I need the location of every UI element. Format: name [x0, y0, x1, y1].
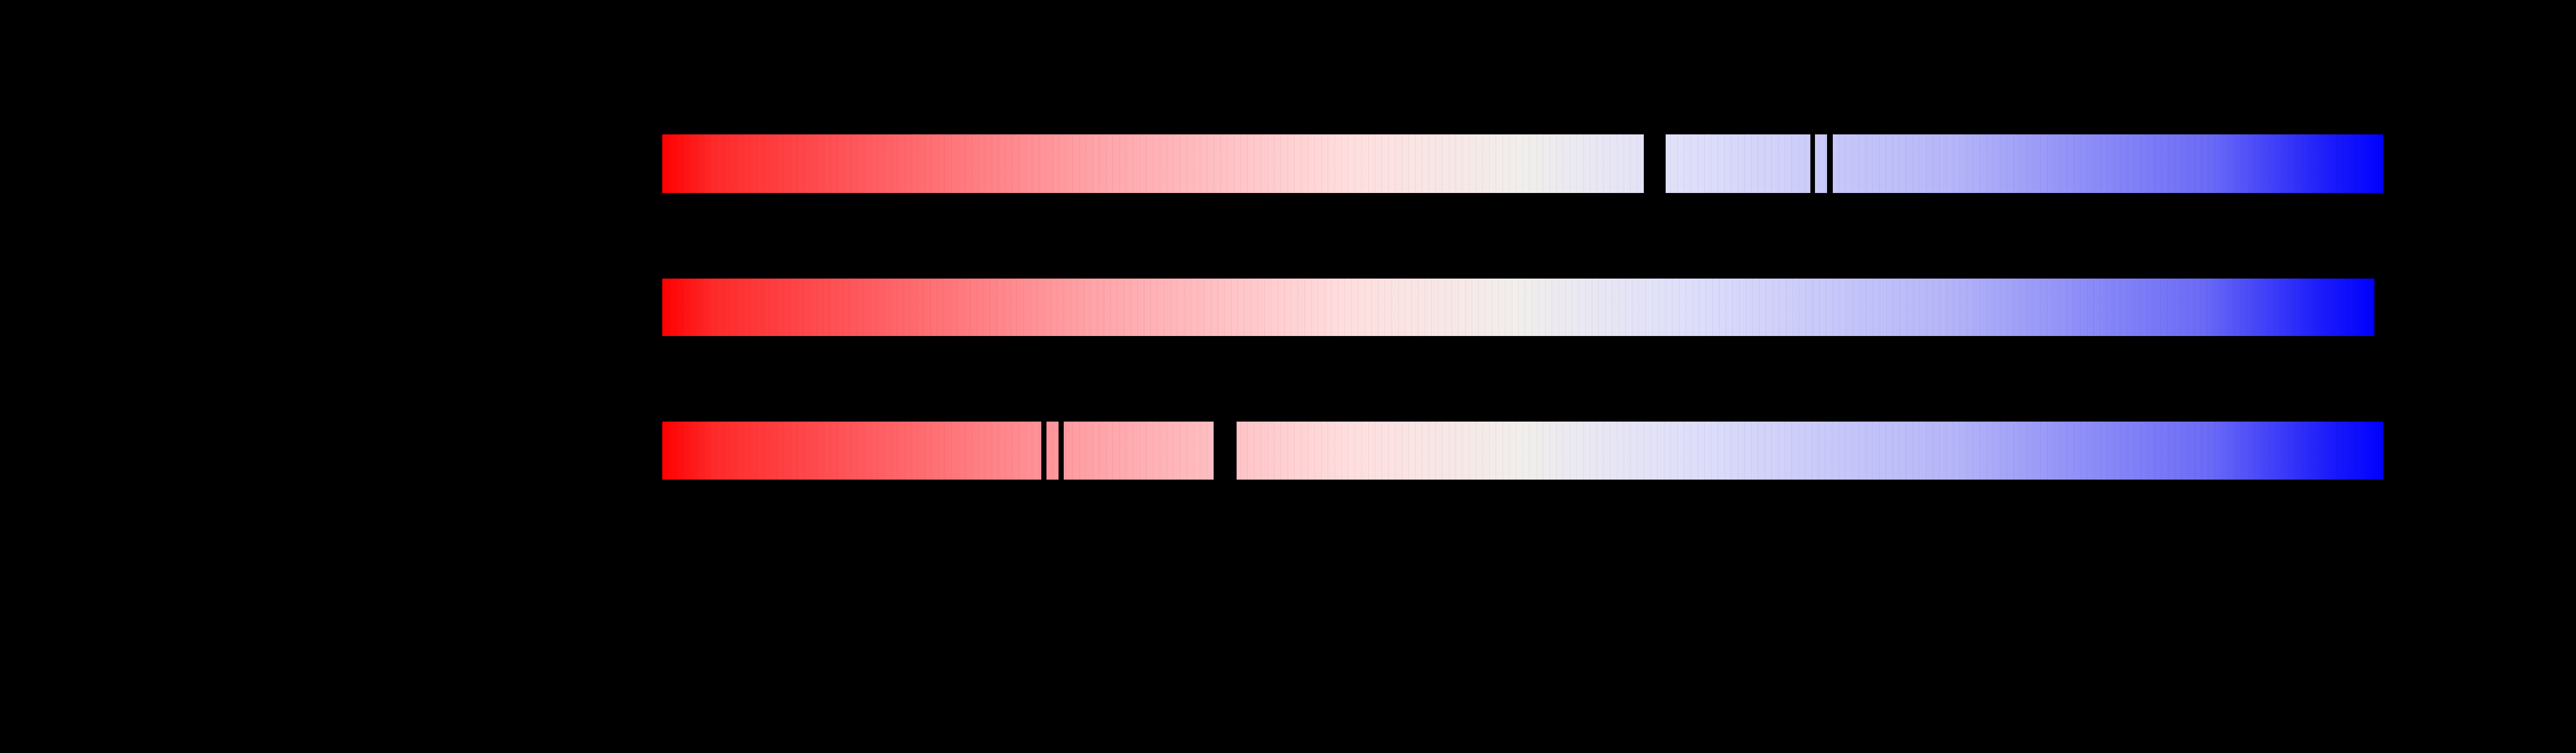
segment-seams-overlay [662, 279, 2374, 336]
segment-seams-overlay [662, 422, 2383, 480]
missing-segment-gap [1059, 422, 1064, 480]
missing-segment-gap [1644, 134, 1666, 193]
palette-bar-top [662, 134, 2383, 193]
missing-segment-gap [1810, 134, 1815, 193]
palette-bar-bottom [662, 422, 2383, 480]
palette-bar-middle [662, 279, 2374, 336]
missing-segment-gap [1214, 422, 1237, 480]
missing-segment-gap [1827, 134, 1833, 193]
segment-seams-overlay [662, 134, 2383, 193]
missing-segment-gap [1041, 422, 1046, 480]
